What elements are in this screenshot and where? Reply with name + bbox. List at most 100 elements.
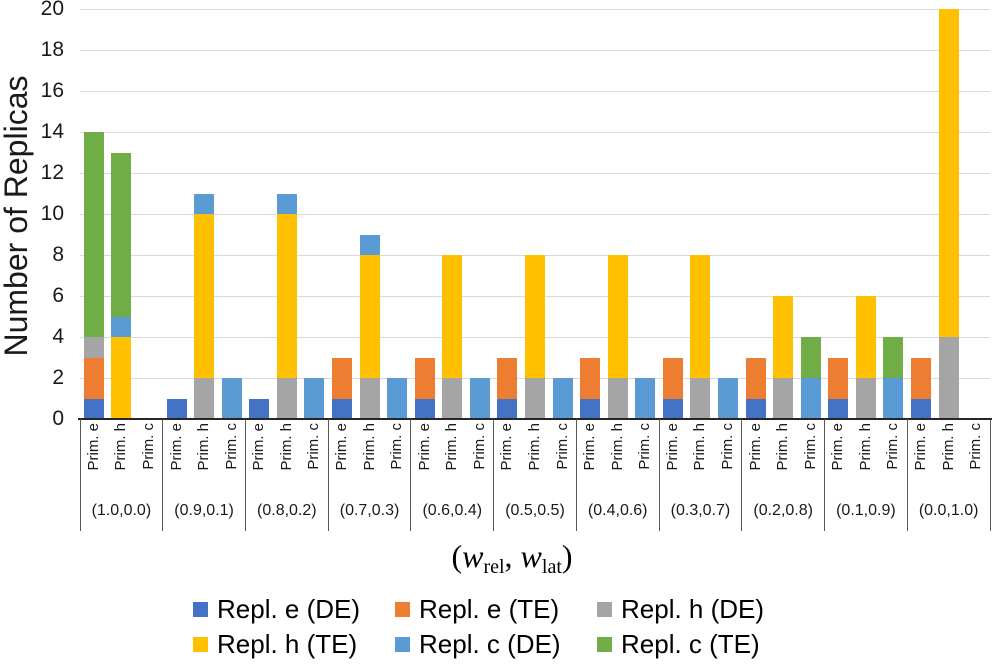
group-separator (410, 419, 412, 531)
bar-segment (800, 337, 821, 378)
x-axis-category-labels: Prim. e Prim. h Prim. c (1.0,0.0) Prim. e Pri… (79, 419, 991, 532)
legend-swatch (597, 636, 612, 652)
legend-swatch (395, 601, 410, 617)
plot-area (80, 8, 990, 419)
group-label: (0.5,0.5) (505, 502, 565, 519)
legend-label: Repl. h (TE) (217, 628, 358, 659)
gridline (80, 172, 990, 174)
bar-segment (718, 378, 739, 419)
bar-segment (635, 378, 656, 419)
bar-label: Prim. e (912, 423, 930, 471)
group-label: (0.2,0.8) (753, 502, 813, 519)
gridline (80, 49, 990, 51)
x-axis-title: (wrel, wlat) (62, 534, 962, 578)
bar-segment (469, 378, 490, 419)
gridline (80, 8, 990, 10)
bar-segment (111, 316, 132, 337)
legend-label: Repl. e (TE) (419, 593, 560, 624)
legend-label: Repl. c (DE) (419, 628, 561, 659)
bar-segment (938, 337, 959, 419)
y-tick-label: 12 (40, 161, 64, 184)
bar-label: Prim. h (360, 423, 378, 471)
bar-label: Prim. h (112, 423, 130, 471)
y-tick-label: 4 (52, 325, 64, 348)
group-label: (0.1,0.9) (836, 502, 896, 519)
bar-segment (855, 378, 876, 419)
bar-label: Prim. c (719, 423, 737, 470)
bar-label: Prim. e (415, 423, 433, 471)
bar-segment (938, 9, 959, 337)
bar-label: Prim. c (305, 423, 323, 470)
gridline (80, 213, 990, 215)
group-label: (0.4,0.6) (587, 502, 648, 519)
bar-label: Prim. c (884, 423, 902, 470)
group-separator (906, 419, 908, 531)
legend-swatch (193, 636, 208, 652)
bar-label: Prim. c (553, 423, 571, 470)
bar-segment (911, 357, 932, 399)
legend-item: Repl. c (DE) (395, 629, 561, 659)
x-axis-title-sub1: rel (483, 556, 505, 578)
bar-segment (276, 214, 297, 378)
group-separator (493, 419, 495, 531)
bar-label: Prim. h (608, 423, 626, 471)
bar-segment (414, 398, 435, 419)
group-label: (0.9,0.1) (174, 502, 234, 519)
bar-segment (276, 378, 297, 419)
legend-label: Repl. c (TE) (621, 628, 760, 659)
gridline (80, 131, 990, 133)
bar-segment (800, 378, 821, 419)
y-tick-label: 16 (40, 79, 64, 102)
bar-segment (525, 255, 545, 378)
bar-segment (442, 378, 463, 419)
y-tick-label: 6 (52, 284, 64, 307)
bar-label: Prim. e (332, 423, 350, 471)
y-tick-label: 10 (40, 202, 64, 225)
bar-segment (855, 296, 876, 378)
bar-segment (607, 255, 628, 378)
x-axis-title-var2: w (520, 538, 542, 574)
y-tick-label: 2 (52, 366, 64, 389)
y-tick-label: 0 (52, 407, 64, 430)
legend-swatch (597, 601, 612, 617)
bar-segment (883, 337, 904, 378)
group-separator (162, 419, 164, 531)
bar-segment (276, 193, 297, 214)
bar-segment (83, 132, 104, 337)
bar-label: Prim. e (250, 423, 268, 471)
group-label: (1.0,0.0) (91, 502, 152, 519)
bar-segment (83, 398, 104, 419)
bar-segment (580, 357, 601, 399)
bar-segment (497, 357, 518, 399)
bar-segment (580, 398, 601, 419)
bar-segment (111, 337, 132, 419)
bar-segment (745, 357, 766, 399)
bar-segment (828, 398, 849, 419)
bar-segment (194, 378, 215, 419)
x-axis-title-close-paren: ) (561, 538, 573, 574)
bar-label: Prim. e (498, 423, 516, 471)
x-axis-title-separator: , (504, 538, 521, 574)
bar-label: Prim. h (691, 423, 709, 471)
bar-segment (745, 398, 766, 419)
bar-segment (497, 398, 518, 419)
group-separator (244, 419, 246, 531)
legend-item: Repl. e (DE) (193, 594, 360, 624)
group-separator (575, 419, 577, 531)
bar-segment (773, 378, 794, 419)
x-axis-line (78, 418, 992, 420)
bar-segment (911, 398, 932, 419)
bar-segment (773, 296, 794, 378)
group-label: (0.8,0.2) (257, 502, 317, 519)
bar-label: Prim. e (167, 423, 185, 471)
bar-segment (194, 193, 215, 214)
bar-segment (525, 378, 545, 419)
group-separator (327, 419, 329, 531)
bar-segment (359, 378, 380, 419)
group-separator (741, 419, 743, 531)
group-label: (0.0,1.0) (918, 502, 979, 519)
group-separator (989, 419, 991, 531)
bar-segment (249, 398, 270, 419)
bar-label: Prim. c (388, 423, 406, 470)
